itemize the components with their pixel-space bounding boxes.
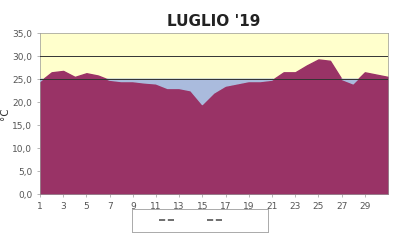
Title: LUGLIO '19: LUGLIO '19 xyxy=(167,14,261,29)
Y-axis label: °C: °C xyxy=(0,107,10,120)
X-axis label: giorni: giorni xyxy=(199,214,229,224)
